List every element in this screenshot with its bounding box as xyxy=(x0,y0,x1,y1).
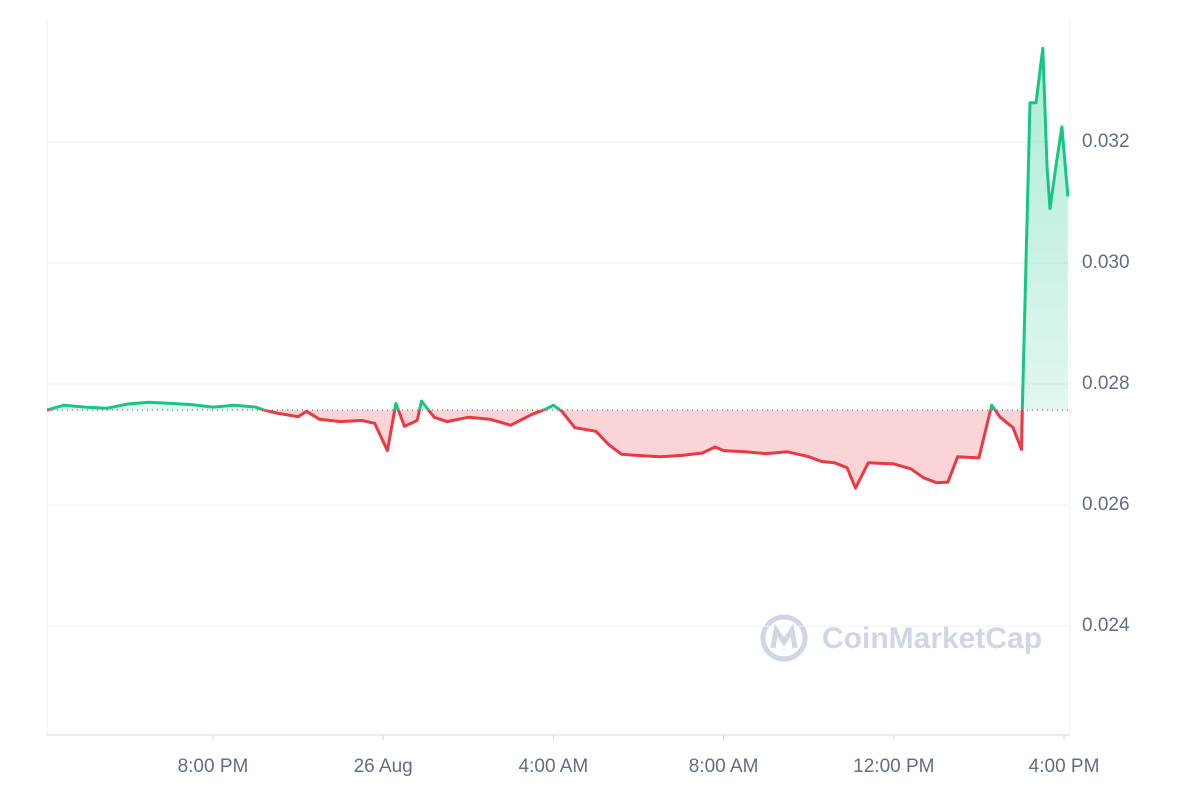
x-tick-label: 4:00 AM xyxy=(519,756,589,777)
price-line-up xyxy=(47,46,1070,411)
x-tick-label: 8:00 PM xyxy=(178,756,249,777)
x-tick-label: 8:00 AM xyxy=(689,756,759,777)
area-down xyxy=(47,410,1023,489)
price-line-down xyxy=(47,410,1024,490)
x-tick-label: 4:00 PM xyxy=(1029,756,1100,777)
y-tick-label: 0.026 xyxy=(1082,494,1130,515)
x-tick-label: 12:00 PM xyxy=(853,756,934,777)
y-tick-label: 0.024 xyxy=(1082,615,1130,636)
y-tick-label: 0.028 xyxy=(1082,373,1130,394)
x-tick-label: 26 Aug xyxy=(354,756,413,777)
watermark-logo xyxy=(760,614,808,662)
y-tick-label: 0.032 xyxy=(1082,131,1130,152)
y-tick-label: 0.030 xyxy=(1082,252,1130,273)
watermark: CoinMarketCap xyxy=(822,622,1042,655)
